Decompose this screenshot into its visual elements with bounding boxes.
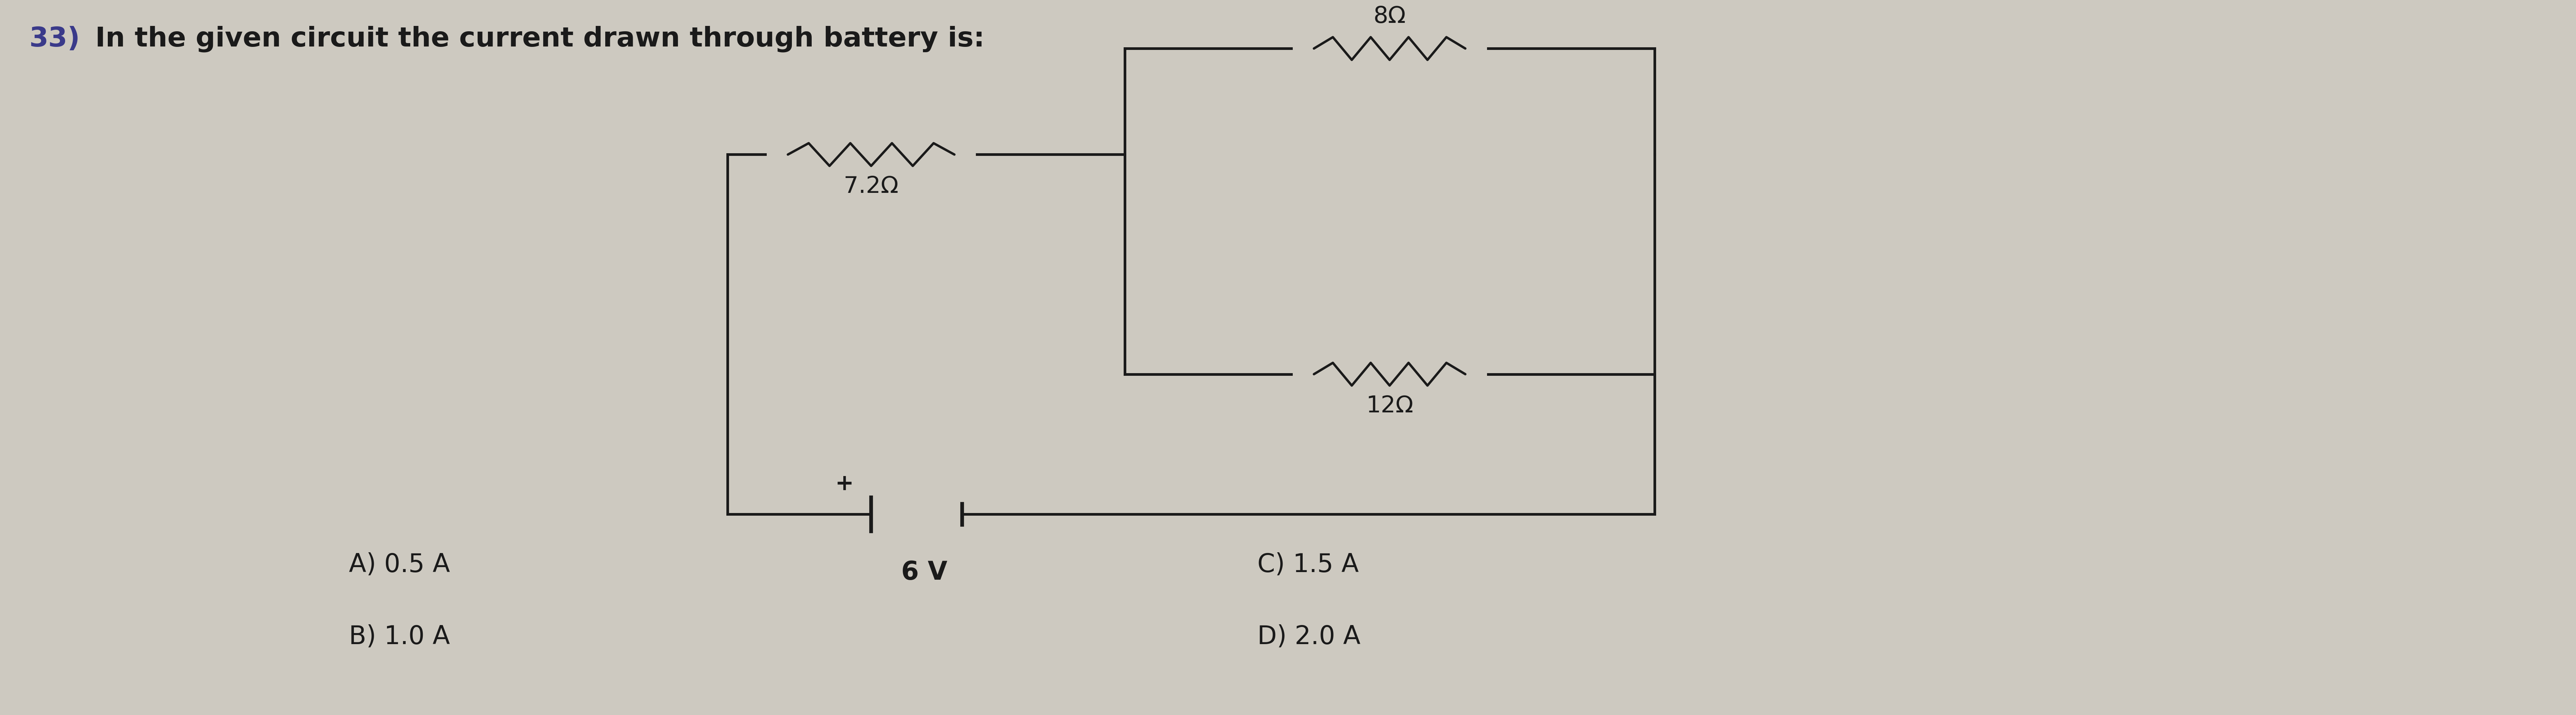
Text: A) 0.5 A: A) 0.5 A [348, 552, 451, 577]
Text: 12Ω: 12Ω [1365, 395, 1414, 418]
Text: 6 V: 6 V [902, 560, 948, 585]
Text: 8Ω: 8Ω [1373, 5, 1406, 28]
Text: 33): 33) [28, 26, 80, 52]
Text: C) 1.5 A: C) 1.5 A [1257, 552, 1358, 577]
Text: +: + [835, 473, 853, 495]
Text: 7.2Ω: 7.2Ω [845, 175, 899, 198]
Text: In the given circuit the current drawn through battery is:: In the given circuit the current drawn t… [95, 26, 984, 52]
Text: D) 2.0 A: D) 2.0 A [1257, 624, 1360, 649]
Text: B) 1.0 A: B) 1.0 A [348, 624, 451, 649]
